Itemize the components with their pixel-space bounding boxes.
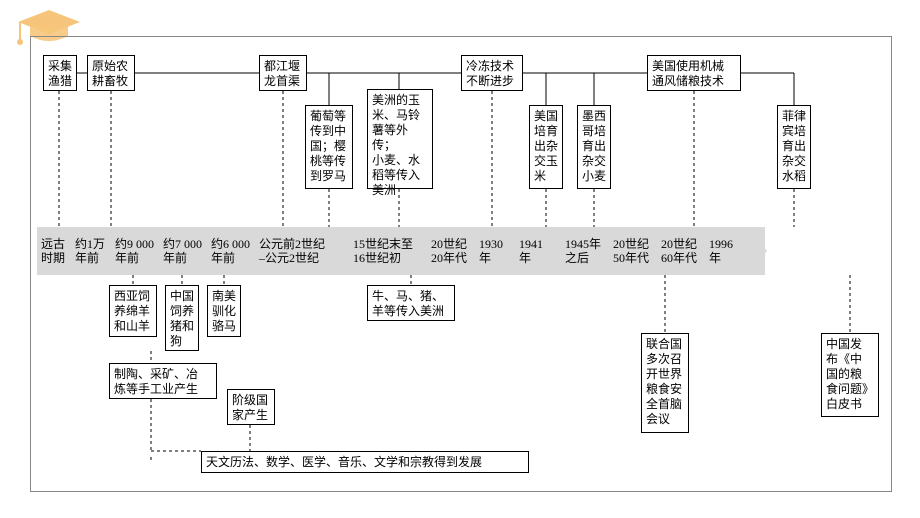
timeline-period: 约1万 年前	[73, 237, 113, 265]
event-box: 中国发 布《中 国的粮 食问题》 白皮书	[821, 333, 879, 417]
timeline-period: 20世纪 20年代	[429, 237, 477, 265]
event-box: 冷冻技术 不断进步	[461, 55, 523, 91]
event-box: 联合国 多次召 开世界 粮食安 全首脑 会议	[641, 333, 689, 433]
timeline-period: 远古 时期	[39, 237, 73, 265]
event-box: 阶级国 家产生	[227, 389, 275, 425]
timeline-period: 约6 000 年前	[209, 237, 257, 265]
event-box: 天文历法、数学、医学、音乐、文学和宗教得到发展	[201, 451, 529, 473]
timeline-period: 1945年 之后	[563, 237, 611, 265]
timeline-period: 1941 年	[517, 237, 563, 265]
event-box: 美国使用机械 通风储粮技术	[647, 55, 741, 91]
timeline-container: 远古 时期约1万 年前约9 000 年前约7 000 年前约6 000 年前公元…	[30, 36, 892, 492]
timeline-period: 20世纪 50年代	[611, 237, 659, 265]
timeline-arrowhead	[747, 227, 767, 275]
event-box: 南美 驯化 骆马	[207, 285, 241, 337]
event-box: 都江堰 龙首渠	[259, 55, 307, 91]
timeline-period: 约9 000 年前	[113, 237, 161, 265]
event-box: 美洲的玉 米、马铃 薯等外传； 小麦、水 稻等传入 美洲	[367, 89, 433, 189]
event-box: 中国 饲养 猪和 狗	[165, 285, 199, 351]
timeline-period: 15世纪末至 16世纪初	[351, 237, 429, 265]
timeline-period: 1996 年	[707, 237, 747, 265]
event-box: 牛、马、猪、 羊等传入美洲	[367, 285, 455, 321]
timeline-axis: 远古 时期约1万 年前约9 000 年前约7 000 年前约6 000 年前公元…	[37, 227, 765, 275]
event-box: 菲律 宾培 育出 杂交 水稻	[777, 105, 811, 189]
event-box: 原始农 耕畜牧	[87, 55, 135, 91]
timeline-period: 20世纪 60年代	[659, 237, 707, 265]
event-box: 西亚饲 养绵羊 和山羊	[109, 285, 157, 337]
event-box: 采集 渔猎	[43, 55, 77, 91]
event-box: 美国 培育 出杂 交玉 米	[529, 105, 563, 189]
timeline-period: 公元前2世纪 –公元2世纪	[257, 237, 351, 265]
event-box: 葡萄等 传到中 国；樱 桃等传 到罗马	[305, 105, 353, 189]
event-box: 墨西 哥培 育出 杂交 小麦	[577, 105, 611, 189]
timeline-period: 约7 000 年前	[161, 237, 209, 265]
timeline-period: 1930 年	[477, 237, 517, 265]
event-box: 制陶、采矿、冶 炼等手工业产生	[109, 363, 217, 399]
